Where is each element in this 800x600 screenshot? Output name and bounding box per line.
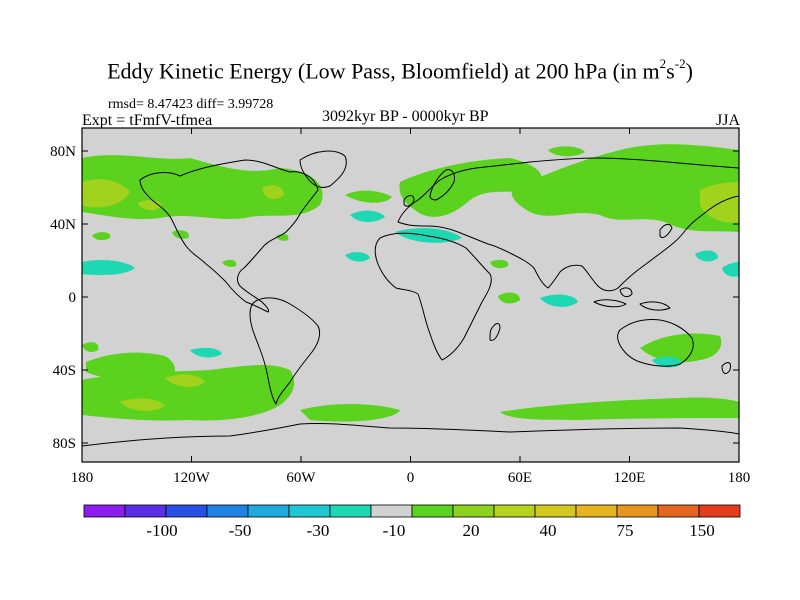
coastline-borneo	[619, 287, 633, 298]
positive-region	[399, 158, 542, 217]
coastline-japan	[659, 223, 673, 239]
x-tick-label: 180	[71, 470, 94, 486]
negative-region	[652, 356, 682, 368]
colorbar-label: -30	[307, 521, 330, 540]
y-tick-label: 80N	[50, 144, 76, 160]
colorbar-swatch	[165, 504, 208, 518]
y-tick-label: 0	[69, 290, 77, 306]
colorbar-swatch	[83, 504, 126, 518]
coastline-antarctica	[82, 422, 739, 447]
colorbar-label: 40	[540, 521, 557, 540]
positive-region	[276, 233, 289, 241]
stats-text: rmsd= 8.47423 diff= 3.99728	[108, 97, 274, 112]
colorbar-swatch	[124, 504, 167, 518]
negative-region	[82, 260, 135, 276]
negative-region	[695, 250, 718, 262]
colorbar-swatch	[411, 504, 454, 518]
colorbar	[83, 504, 741, 518]
positive-region	[300, 404, 400, 422]
coastline-indonesia	[593, 299, 627, 308]
coastline-scandinavia	[429, 169, 455, 201]
anomaly-field	[82, 144, 739, 422]
coastline-madagascar	[489, 323, 501, 341]
colorbar-swatch	[657, 504, 700, 518]
x-tick-label: 60W	[286, 470, 316, 486]
positive-region	[345, 190, 392, 203]
positive-mid-region	[262, 185, 284, 200]
positive-region	[511, 144, 739, 232]
y-tick-label: 80S	[53, 436, 76, 452]
x-tick-label: 60E	[508, 470, 532, 486]
colorbar-label: 20	[463, 521, 480, 540]
negative-region	[540, 294, 578, 307]
axis-ticks	[82, 128, 739, 462]
coastline-greenland	[299, 150, 347, 188]
positive-region	[498, 292, 520, 304]
colorbar-label: 75	[617, 521, 634, 540]
colorbar-label: -100	[146, 521, 177, 540]
colorbar-swatch	[247, 504, 290, 518]
coastline-africa	[374, 232, 492, 361]
colorbar-swatch	[534, 504, 577, 518]
colorbar-label: -10	[383, 521, 406, 540]
coastline-new-guinea	[639, 301, 671, 311]
positive-region	[548, 146, 585, 157]
colorbar-swatch	[493, 504, 536, 518]
season-label: JJA	[716, 112, 741, 129]
coastline-new-zealand	[721, 362, 731, 374]
negative-region	[722, 262, 739, 277]
experiment-label: Expt = tFmfV-tfmea	[82, 112, 213, 129]
colorbar-swatch	[288, 504, 331, 518]
positive-region	[92, 232, 111, 241]
coastlines	[82, 150, 739, 447]
x-tick-label: 180	[728, 470, 751, 486]
negative-region	[190, 347, 222, 358]
positive-mid-region	[82, 179, 130, 208]
positive-mid-region	[165, 374, 205, 387]
colorbar-label: -50	[229, 521, 252, 540]
x-tick-label: 120W	[173, 470, 211, 486]
positive-region	[500, 397, 739, 420]
colorbar-swatch	[206, 504, 249, 518]
y-tick-label: 40S	[53, 363, 76, 379]
colorbar-swatch	[616, 504, 659, 518]
positive-region	[490, 259, 509, 269]
period-label: 3092kyr BP - 0000kyr BP	[322, 108, 489, 125]
figure-title: Eddy Kinetic Energy (Low Pass, Bloomfiel…	[107, 56, 693, 84]
colorbar-swatch	[452, 504, 495, 518]
positive-region	[172, 230, 189, 239]
colorbar-label: 150	[689, 521, 715, 540]
coastline-north-america	[139, 159, 319, 313]
colorbar-swatch	[575, 504, 618, 518]
colorbar-swatch	[370, 504, 413, 518]
colorbar-swatch	[329, 504, 372, 518]
coastline-australia	[617, 319, 694, 367]
positive-region	[222, 259, 237, 267]
coastline-british-isles	[403, 195, 415, 207]
y-tick-label: 40N	[50, 217, 76, 233]
x-tick-label: 0	[407, 470, 415, 486]
positive-mid-region	[120, 398, 165, 411]
colorbar-labels: -100 -50 -30 -10 20 40 75 150	[146, 521, 714, 540]
positive-region	[640, 333, 722, 363]
x-tick-label: 120E	[614, 470, 646, 486]
positive-mid-region	[700, 182, 739, 223]
negative-region	[350, 210, 385, 223]
coastline-south-america	[249, 297, 321, 405]
coastline-eurasia	[397, 157, 739, 292]
positive-region	[82, 342, 99, 353]
colorbar-swatch	[698, 504, 741, 518]
negative-region	[345, 252, 370, 262]
